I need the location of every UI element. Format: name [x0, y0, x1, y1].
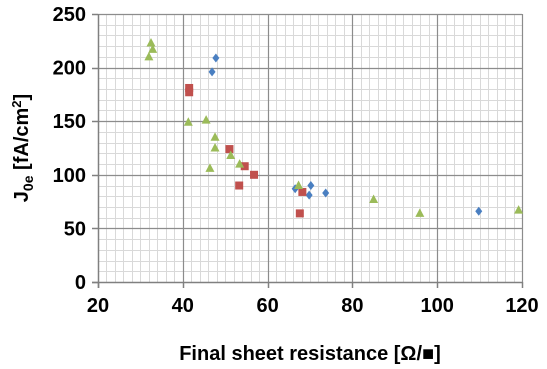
marker-layer: [144, 37, 524, 218]
square-marker: [240, 162, 249, 171]
triangle-marker: [148, 44, 158, 53]
triangle-marker: [369, 194, 379, 203]
triangle-marker: [144, 51, 154, 61]
x-tick-label: 40: [172, 295, 194, 317]
x-tick-label: 100: [421, 295, 454, 317]
diamond-marker: [208, 67, 216, 77]
diamond-marker: [475, 206, 483, 216]
x-tick-label: 60: [256, 295, 278, 317]
square-marker: [250, 170, 259, 179]
diamond-marker: [212, 53, 220, 63]
y-tick-label: 150: [53, 111, 86, 133]
triangle-marker: [205, 163, 215, 172]
triangle-marker: [294, 180, 304, 190]
triangle-marker: [514, 205, 524, 214]
square-marker: [295, 209, 304, 218]
y-axis-title-subscript: 0e: [20, 175, 36, 191]
square-marker: [185, 88, 194, 97]
triangle-marker: [146, 37, 156, 47]
x-tick-label: 20: [87, 295, 109, 317]
triangle-marker: [210, 143, 220, 152]
y-tick-label: 200: [53, 58, 86, 80]
y-tick-label: 250: [53, 4, 86, 26]
square-marker: [235, 181, 244, 190]
triangle-marker: [183, 117, 193, 126]
square-marker: [225, 145, 234, 154]
x-tick-label: 80: [341, 295, 363, 317]
y-axis-title-superscript: 2: [9, 100, 24, 107]
triangle-marker: [226, 150, 236, 160]
grid-layer: [98, 13, 524, 282]
x-tick-label: 120: [505, 295, 538, 317]
square-marker: [298, 187, 307, 196]
axis-layer: [92, 13, 524, 288]
y-tick-label: 50: [64, 218, 86, 240]
x-axis-title: Final sheet resistance [Ω/■]: [179, 343, 441, 365]
square-marker: [185, 83, 194, 92]
triangle-marker: [415, 208, 425, 217]
triangle-marker: [235, 159, 245, 168]
y-axis-title-unit-suffix: ]: [11, 94, 33, 101]
triangle-marker: [210, 132, 220, 141]
y-axis-title: J0e [fA/cm2]: [9, 94, 36, 202]
y-axis-title-unit-prefix: [fA/cm: [11, 108, 33, 176]
tick-label-layer: 20 40 60 80 100 120 0 50 100 150 200 250: [53, 4, 539, 317]
y-tick-label: 100: [53, 165, 86, 187]
y-tick-label: 0: [75, 272, 86, 294]
diamond-marker: [305, 190, 313, 200]
diamond-marker: [307, 181, 315, 191]
triangle-marker: [201, 115, 211, 124]
diamond-marker: [322, 188, 330, 198]
y-axis-title-main: J: [11, 191, 33, 202]
